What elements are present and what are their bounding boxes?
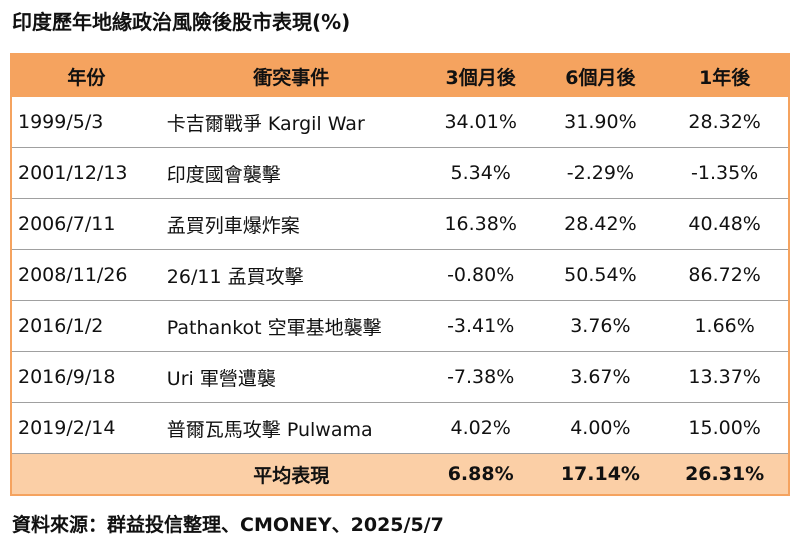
row: 1999/5/3 卡吉爾戰爭 Kargil War 34.01% 31.90% 28.3… [11, 97, 789, 148]
cell: 5.34% [421, 147, 540, 199]
cell: 28.42% [539, 198, 662, 250]
average-value: 26.31% [661, 453, 789, 495]
cell: 31.90% [539, 97, 662, 148]
cell: 3.76% [539, 300, 662, 352]
table: 年份 衝突事件 3個月後 6個月後 1年後 1999/5/3 卡吉爾戰爭 Kargil W… [10, 53, 790, 496]
cell: 2016/1/2 [11, 300, 161, 352]
cell: 28.32% [661, 97, 789, 148]
cell: Uri 軍營遭襲 [160, 351, 422, 403]
cell: 2008/11/26 [11, 249, 161, 301]
cell: -0.80% [421, 249, 540, 301]
source: 資料來源：群益投信整理、CMONEY、2025/5/7 [12, 514, 444, 536]
header-cell: 3個月後 [421, 54, 540, 97]
cell: 2019/2/14 [11, 402, 161, 454]
cell: -1.35% [661, 147, 789, 199]
header-row: 年份 衝突事件 3個月後 6個月後 1年後 [11, 54, 789, 97]
cell: 86.72% [661, 249, 789, 301]
row: 2001/12/13 印度國會襲擊 5.34% -2.29% -1.35% [11, 147, 789, 199]
cell: -7.38% [421, 351, 540, 403]
row: 2008/11/26 26/11 孟買攻擊 -0.80% 50.54% 86.72% [11, 249, 789, 301]
cell: 4.02% [421, 402, 540, 454]
table-body: 1999/5/3 卡吉爾戰爭 Kargil War 34.01% 31.90% 28.3… [11, 97, 789, 495]
cell: 40.48% [661, 198, 789, 250]
cell: 2001/12/13 [11, 147, 161, 199]
cell: 15.00% [661, 402, 789, 454]
cell: 34.01% [421, 97, 540, 148]
cell: 4.00% [539, 402, 662, 454]
cell: -3.41% [421, 300, 540, 352]
cell: 1.66% [661, 300, 789, 352]
cell: 2006/7/11 [11, 198, 161, 250]
header-cell: 衝突事件 [160, 54, 422, 97]
average-value: 17.14% [539, 453, 662, 495]
cell: 3.67% [539, 351, 662, 403]
cell: 1999/5/3 [11, 97, 161, 148]
cell: Pathankot 空軍基地襲擊 [160, 300, 422, 352]
cell: -2.29% [539, 147, 662, 199]
cell: 50.54% [539, 249, 662, 301]
header-cell: 1年後 [661, 54, 789, 97]
cell: 16.38% [421, 198, 540, 250]
cell: 普爾瓦馬攻擊 Pulwama [160, 402, 422, 454]
cell: 26/11 孟買攻擊 [160, 249, 422, 301]
header-cell: 年份 [11, 54, 161, 97]
cell [11, 453, 161, 495]
average-value: 6.88% [421, 453, 540, 495]
average-label: 平均表現 [160, 453, 422, 495]
cell: 13.37% [661, 351, 789, 403]
title: 印度歷年地緣政治風險後股市表現(%) [12, 10, 351, 34]
row: 2006/7/11 孟買列車爆炸案 16.38% 28.42% 40.48% [11, 198, 789, 250]
row: 2019/2/14 普爾瓦馬攻擊 Pulwama 4.02% 4.00% 15.00% [11, 402, 789, 454]
average-row: 平均表現 6.88% 17.14% 26.31% [11, 453, 789, 495]
cell: 印度國會襲擊 [160, 147, 422, 199]
row: 2016/1/2 Pathankot 空軍基地襲擊 -3.41% 3.76% 1.66% [11, 300, 789, 352]
cell: 卡吉爾戰爭 Kargil War [160, 97, 422, 148]
row: 2016/9/18 Uri 軍營遭襲 -7.38% 3.67% 13.37% [11, 351, 789, 403]
cell: 孟買列車爆炸案 [160, 198, 422, 250]
header-cell: 6個月後 [539, 54, 662, 97]
cell: 2016/9/18 [11, 351, 161, 403]
